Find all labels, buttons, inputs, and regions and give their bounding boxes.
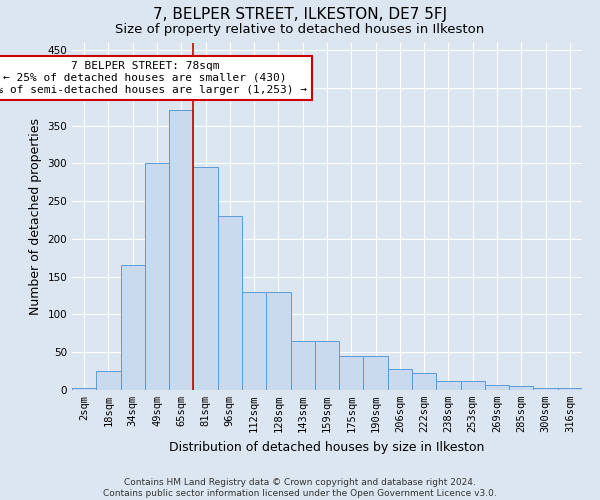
Bar — [364, 356, 388, 390]
Text: Size of property relative to detached houses in Ilkeston: Size of property relative to detached ho… — [115, 22, 485, 36]
Bar — [412, 374, 436, 390]
Bar — [242, 292, 266, 390]
Bar — [145, 164, 169, 390]
Bar — [72, 388, 96, 390]
Y-axis label: Number of detached properties: Number of detached properties — [29, 118, 42, 315]
Bar — [558, 388, 582, 390]
Bar — [169, 110, 193, 390]
Bar — [533, 388, 558, 390]
Bar — [388, 369, 412, 390]
Bar — [339, 356, 364, 390]
Bar — [315, 341, 339, 390]
X-axis label: Distribution of detached houses by size in Ilkeston: Distribution of detached houses by size … — [169, 440, 485, 454]
Bar — [193, 167, 218, 390]
Text: 7, BELPER STREET, ILKESTON, DE7 5FJ: 7, BELPER STREET, ILKESTON, DE7 5FJ — [153, 8, 447, 22]
Bar — [461, 381, 485, 390]
Bar — [485, 386, 509, 390]
Bar — [121, 266, 145, 390]
Bar — [218, 216, 242, 390]
Bar — [436, 381, 461, 390]
Bar — [266, 292, 290, 390]
Bar — [509, 386, 533, 390]
Bar — [290, 341, 315, 390]
Text: 7 BELPER STREET: 78sqm
← 25% of detached houses are smaller (430)
74% of semi-de: 7 BELPER STREET: 78sqm ← 25% of detached… — [0, 62, 307, 94]
Text: Contains HM Land Registry data © Crown copyright and database right 2024.
Contai: Contains HM Land Registry data © Crown c… — [103, 478, 497, 498]
Bar — [96, 371, 121, 390]
